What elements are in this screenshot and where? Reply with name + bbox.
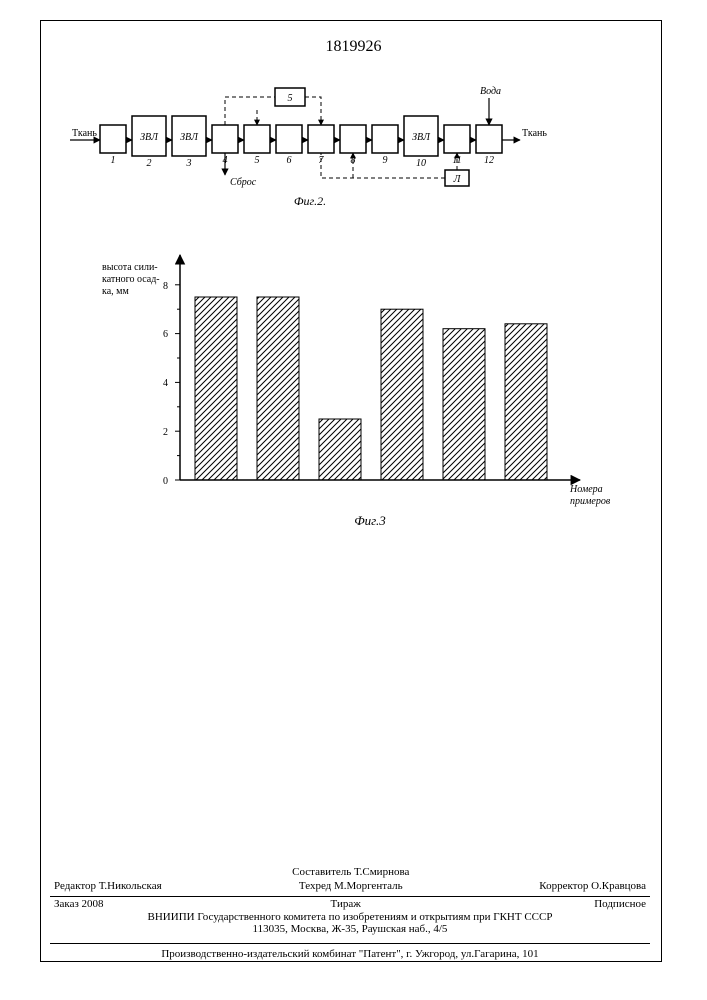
- ylabel-3: ка, мм: [102, 286, 129, 297]
- flow-output-label: Ткань: [522, 128, 547, 139]
- ytick-6: 6: [163, 329, 168, 340]
- ytick-4: 4: [163, 378, 168, 389]
- footer-block: Составитель Т.Смирнова Редактор Т.Николь…: [50, 865, 650, 960]
- topbox-5: 5: [288, 93, 293, 104]
- ylabel-2: катного осад-: [102, 274, 160, 285]
- ytick-0: 0: [163, 476, 168, 487]
- flow-boxes: [100, 116, 502, 156]
- inst-line2: 113035, Москва, Ж-35, Раушская наб., 4/5: [50, 923, 650, 935]
- patent-number: 1819926: [0, 38, 707, 56]
- fig2-caption: Фиг.2.: [294, 194, 326, 208]
- box2-label: ЗВЛ: [140, 132, 159, 143]
- box3-label: ЗВЛ: [180, 132, 199, 143]
- bars: [195, 297, 547, 480]
- ytick-8: 8: [163, 281, 168, 292]
- prod-line: Производственно-издательский комбинат "П…: [50, 943, 650, 960]
- inst-line1: ВНИИПИ Государственного комитета по изоб…: [50, 911, 650, 923]
- flowchart-fig2: Ткань ЗВЛ ЗВЛ ЗВЛ 1 2 3 4 5 6 7 8 9 10 1…: [70, 80, 650, 210]
- L-label: Л: [453, 174, 462, 185]
- boxnum-5: 5: [255, 155, 260, 166]
- podpisnoe: Подписное: [420, 897, 650, 911]
- tirazh: Тираж: [272, 897, 420, 911]
- barchart-fig3: высота сили- катного осад- ка, мм 0 2 4 …: [100, 240, 620, 540]
- boxnum-1: 1: [111, 155, 116, 166]
- editor: Редактор Т.Никольская: [50, 879, 245, 893]
- fig3-caption: Фиг.3: [354, 513, 386, 528]
- corrector: Корректор О.Кравцова: [456, 879, 650, 893]
- compiler: Составитель Т.Смирнова: [245, 865, 456, 879]
- order: Заказ 2008: [50, 897, 272, 911]
- boxnum-12: 12: [484, 155, 494, 166]
- boxnum-2: 2: [147, 158, 152, 169]
- boxnum-9: 9: [383, 155, 388, 166]
- sbros-label: Сброс: [230, 177, 257, 188]
- flow-input-label: Ткань: [72, 128, 97, 139]
- boxnum-3: 3: [186, 158, 192, 169]
- ytick-2: 2: [163, 427, 168, 438]
- boxnum-10: 10: [416, 158, 426, 169]
- techred: Техред М.Моргенталь: [245, 879, 456, 893]
- xlabel-2: примеров: [570, 496, 611, 507]
- xlabel-1: Номера: [569, 484, 603, 495]
- boda-label: Вода: [480, 86, 501, 97]
- ylabel-1: высота сили-: [102, 262, 158, 273]
- box10-label: ЗВЛ: [412, 132, 431, 143]
- boxnum-6: 6: [287, 155, 292, 166]
